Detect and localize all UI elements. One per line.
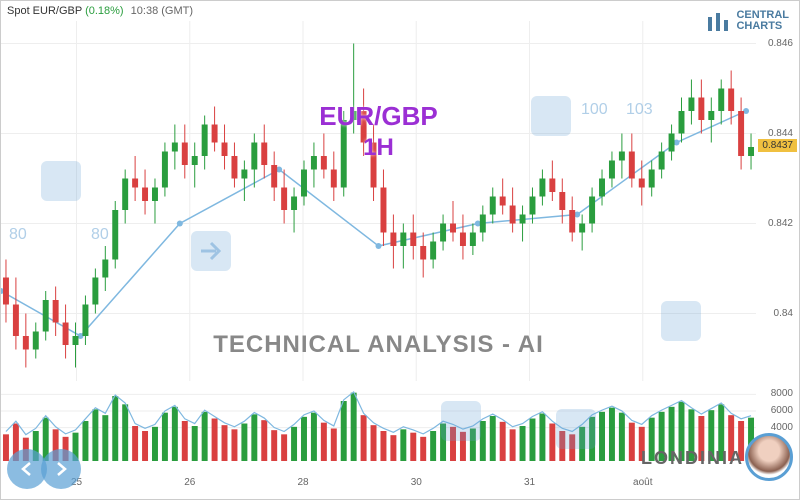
watermark-icon (556, 409, 596, 449)
time-label: 10:38 (GMT) (131, 5, 193, 17)
avatar-icon[interactable] (745, 433, 793, 481)
watermark-icon (41, 161, 81, 201)
watermark-icon (661, 301, 701, 341)
brand-logo[interactable]: CENTRAL CHARTS (706, 9, 789, 33)
watermark-number: 103 (626, 101, 653, 119)
watermark-icon (531, 96, 571, 136)
watermark-arrow-icon (191, 231, 231, 271)
watermark-number: 80 (9, 226, 27, 244)
nav-forward-button[interactable] (41, 449, 81, 489)
logo-text-2: CHARTS (736, 21, 789, 32)
price-y-axis: 0.840.8420.8440.8460.8437 (754, 21, 799, 381)
price-chart[interactable] (1, 21, 756, 381)
chart-header: Spot EUR/GBP (0.18%) 10:38 (GMT) (7, 5, 193, 17)
watermark-number: 100 (581, 101, 608, 119)
change-label: (0.18%) (85, 5, 124, 17)
x-axis: 2526283031août (1, 477, 756, 495)
chart-container: Spot EUR/GBP (0.18%) 10:38 (GMT) CENTRAL… (0, 0, 800, 500)
logo-icon (706, 9, 730, 33)
londinia-brand: LONDINIA (641, 448, 744, 469)
symbol-label: Spot EUR/GBP (7, 5, 82, 17)
watermark-icon (441, 401, 481, 441)
watermark-number: 80 (91, 226, 109, 244)
